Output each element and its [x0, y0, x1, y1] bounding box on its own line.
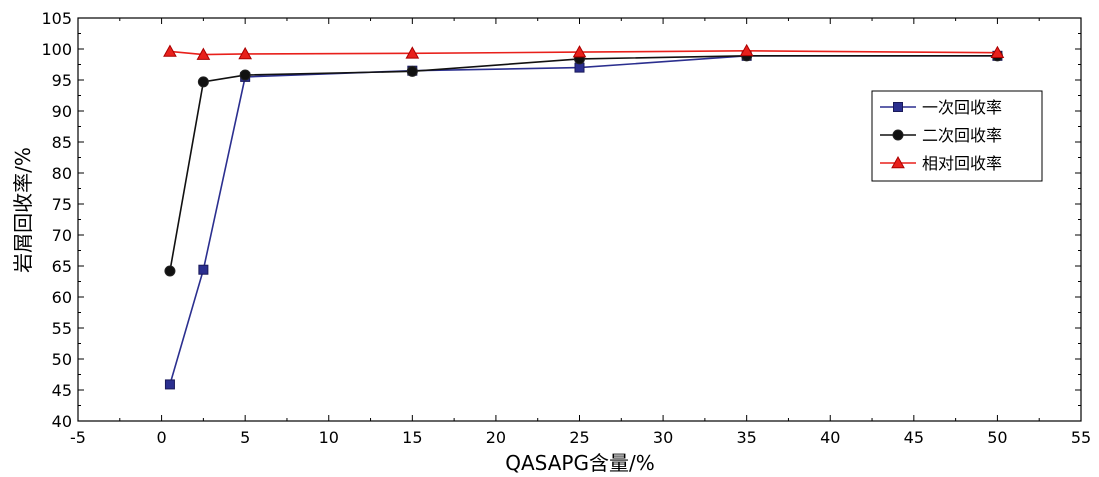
x-tick-label: -5	[70, 428, 86, 447]
x-tick-label: 0	[156, 428, 166, 447]
legend-label: 相对回收率	[922, 154, 1002, 173]
legend-label: 一次回收率	[922, 98, 1002, 117]
legend-marker	[893, 102, 903, 112]
y-tick-label: 40	[52, 412, 72, 431]
x-axis-label: QASAPG含量/%	[505, 451, 654, 475]
y-tick-label: 85	[52, 133, 72, 152]
data-point-series-2	[164, 265, 176, 277]
y-tick-label: 65	[52, 257, 72, 276]
y-tick-label: 70	[52, 226, 72, 245]
data-point-series-1	[198, 264, 209, 275]
y-tick-label: 60	[52, 288, 72, 307]
x-tick-label: 45	[904, 428, 924, 447]
y-tick-label: 80	[52, 164, 72, 183]
legend-marker	[892, 129, 904, 141]
y-tick-label: 105	[41, 9, 72, 28]
x-tick-label: 40	[820, 428, 840, 447]
data-point-series-3	[572, 45, 587, 58]
y-axis-label: 岩屑回收率/%	[11, 147, 35, 273]
x-tick-label: 50	[987, 428, 1007, 447]
y-tick-label: 45	[52, 381, 72, 400]
y-tick-label: 75	[52, 195, 72, 214]
plot-area: -5 0 5 10 15 20 25 30 35 40 45 50 55 40 45 50 55 60 65 70 75…	[41, 9, 1091, 447]
data-point-series-1	[574, 62, 585, 73]
data-point-series-2	[406, 65, 418, 77]
legend-marker	[891, 155, 905, 169]
x-tick-label: 20	[486, 428, 506, 447]
data-point-series-3	[739, 43, 754, 57]
legend-label: 二次回收率	[922, 126, 1002, 145]
x-tick-label: 15	[402, 428, 422, 447]
data-point-series-3	[405, 46, 420, 59]
data-point-series-3	[163, 44, 177, 57]
y-tick-label: 55	[52, 319, 72, 338]
y-tick-label: 95	[52, 71, 72, 90]
x-tick-label: 35	[736, 428, 756, 447]
data-point-series-2	[197, 76, 209, 88]
x-tick-label: 10	[319, 428, 339, 447]
x-tick-label: 30	[653, 428, 673, 447]
y-tick-label: 50	[52, 350, 72, 369]
data-point-series-2	[239, 69, 251, 81]
x-tick-label: 25	[569, 428, 589, 447]
x-tick-label: 5	[240, 428, 250, 447]
y-tick-label: 100	[41, 40, 72, 59]
data-point-series-3	[990, 45, 1005, 59]
data-point-series-3	[238, 46, 253, 60]
data-point-series-1	[164, 379, 175, 390]
y-tick-label: 90	[52, 102, 72, 121]
x-tick-label: 55	[1071, 428, 1091, 447]
data-point-series-3	[196, 47, 211, 60]
